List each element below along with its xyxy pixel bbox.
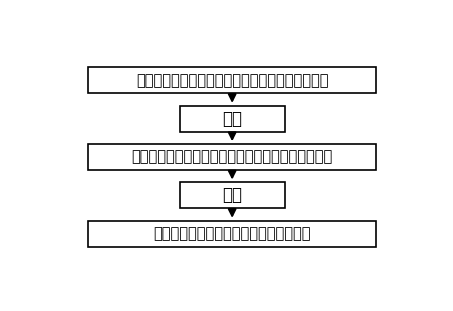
Bar [88,144,376,170]
Text: 陈腐: 陈腐 [222,110,242,128]
Bar [88,67,376,93]
Text: 烧结，得到碳化硅基复合材料吸波发热体: 烧结，得到碳化硅基复合材料吸波发热体 [154,226,311,241]
Text: 采用注浆成型、可塑成型或模压成型的方法制备坯料: 采用注浆成型、可塑成型或模压成型的方法制备坯料 [131,150,333,165]
Bar [179,106,285,132]
Bar [179,183,285,208]
Text: 干燥: 干燥 [222,186,242,204]
Text: 将主剂、改性剂、粘结剂和水球磨混合得到混合料: 将主剂、改性剂、粘结剂和水球磨混合得到混合料 [136,73,328,88]
Bar [88,221,376,247]
